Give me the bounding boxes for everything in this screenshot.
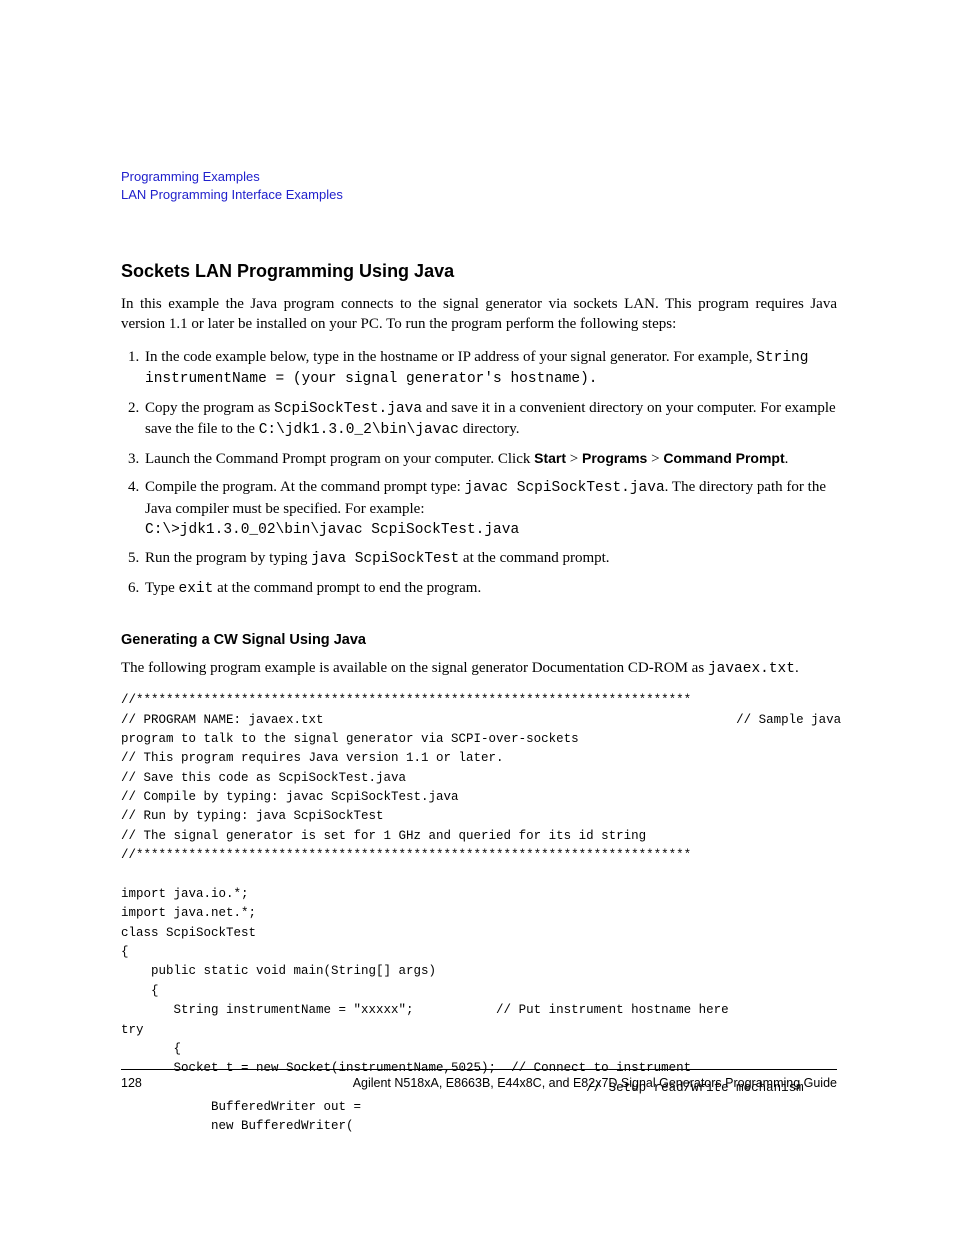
breadcrumb-line1[interactable]: Programming Examples (121, 169, 260, 184)
step-3-cmd: Command Prompt (663, 450, 784, 466)
step-5: Run the program by typing java ScpiSockT… (143, 548, 837, 570)
subsection-intro-c: . (795, 660, 799, 676)
step-2: Copy the program as ScpiSockTest.java an… (143, 398, 837, 441)
step-6-text-a: Type (145, 580, 179, 596)
footer-text: Agilent N518xA, E8663B, E44x8C, and E82x… (353, 1076, 837, 1090)
step-3-start: Start (534, 450, 566, 466)
subsection-intro-a: The following program example is availab… (121, 660, 708, 676)
step-6: Type exit at the command prompt to end t… (143, 578, 837, 600)
step-3-text-a: Launch the Command Prompt program on you… (145, 451, 534, 467)
step-6-text-c: at the command prompt to end the program… (213, 580, 481, 596)
step-3: Launch the Command Prompt program on you… (143, 449, 837, 469)
section-title: Sockets LAN Programming Using Java (121, 261, 837, 282)
step-6-code: exit (179, 581, 214, 597)
page-footer: 128 Agilent N518xA, E8663B, E44x8C, and … (121, 1069, 837, 1090)
step-2-code-a: ScpiSockTest.java (274, 401, 422, 417)
step-4-code-a: javac ScpiSockTest.java (465, 480, 665, 496)
step-3-sep1: > (566, 451, 582, 467)
subsection-intro-b: javaex.txt (708, 661, 795, 677)
page-number: 128 (121, 1076, 142, 1090)
steps-list: In the code example below, type in the h… (121, 347, 837, 600)
step-1-text-a: In the code example below, type in the h… (145, 349, 756, 365)
step-3-sep2: > (647, 451, 663, 467)
step-2-text-e: directory. (459, 421, 520, 437)
footer-row: 128 Agilent N518xA, E8663B, E44x8C, and … (121, 1076, 837, 1090)
step-3-end: . (785, 451, 789, 467)
step-4: Compile the program. At the command prom… (143, 477, 837, 540)
step-3-programs: Programs (582, 450, 647, 466)
footer-rule (121, 1069, 837, 1070)
step-5-text-c: at the command prompt. (459, 550, 609, 566)
step-2-code-b: C:\jdk1.3.0_2\bin\javac (259, 422, 459, 438)
step-5-text-a: Run the program by typing (145, 550, 311, 566)
step-4-code-b: C:\>jdk1.3.0_02\bin\javac ScpiSockTest.j… (145, 522, 519, 538)
breadcrumb-line2[interactable]: LAN Programming Interface Examples (121, 187, 343, 202)
section-intro: In this example the Java program connect… (121, 294, 837, 335)
subsection-title: Generating a CW Signal Using Java (121, 632, 837, 648)
page: Programming Examples LAN Programming Int… (0, 0, 954, 1235)
step-5-code: java ScpiSockTest (311, 551, 459, 567)
subsection-intro: The following program example is availab… (121, 658, 837, 680)
step-2-text-a: Copy the program as (145, 400, 274, 416)
step-4-text-a: Compile the program. At the command prom… (145, 479, 465, 495)
step-1: In the code example below, type in the h… (143, 347, 837, 390)
breadcrumb: Programming Examples LAN Programming Int… (121, 168, 837, 203)
